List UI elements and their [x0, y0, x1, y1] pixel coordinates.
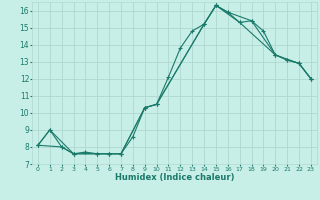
- X-axis label: Humidex (Indice chaleur): Humidex (Indice chaleur): [115, 173, 234, 182]
